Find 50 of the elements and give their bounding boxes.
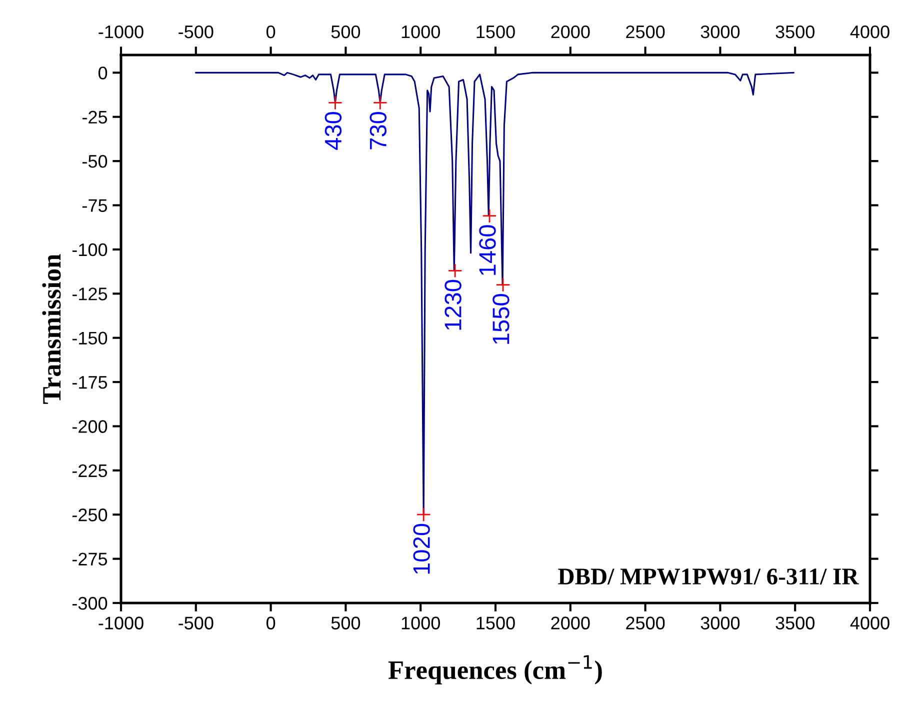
x-tick-label: 2000 xyxy=(551,616,590,630)
y-tick-label: -25 xyxy=(82,110,108,124)
x2-tick-label: 1500 xyxy=(476,25,515,38)
x2-tick-label: -1000 xyxy=(98,25,144,38)
x-tick-label: 3000 xyxy=(700,616,740,630)
y-tick-label: -225 xyxy=(72,464,108,478)
point xyxy=(482,208,497,224)
annotation: 430 xyxy=(324,112,342,150)
annotation: 1550 xyxy=(492,294,510,344)
x-tick-label: 4000 xyxy=(850,616,890,630)
y-tick-label: -175 xyxy=(72,376,108,389)
point xyxy=(448,263,462,278)
y-tick-label: -100 xyxy=(72,243,108,256)
x-tick-label: 1000 xyxy=(402,616,440,630)
x2-tick-label: 3500 xyxy=(776,25,814,38)
annotation: DBD/ MPW1PW91/ 6-311/ IR xyxy=(558,568,859,585)
annotation: 1020 xyxy=(413,524,430,574)
y-tick-label: -300 xyxy=(72,596,108,610)
x2-tick-label: 3000 xyxy=(700,25,740,38)
x-axis-title: Frequences (cm$^{−1}$) xyxy=(388,655,602,684)
x-tick-label: -1000 xyxy=(98,616,144,630)
y-tick-label: -200 xyxy=(72,420,108,433)
y-tick-label: -50 xyxy=(82,155,108,168)
x2-tick-label: 0 xyxy=(266,25,276,38)
x2-tick-label: 1000 xyxy=(402,25,440,38)
x-tick-label: 3500 xyxy=(776,616,814,630)
x-tick-label: 1500 xyxy=(476,616,515,630)
x-tick-label: 2500 xyxy=(626,616,665,630)
x-tick-label: -500 xyxy=(178,616,214,630)
point xyxy=(328,95,342,110)
annotation: 1460 xyxy=(479,225,496,275)
point xyxy=(416,507,431,522)
y-axis-title: Transmission xyxy=(42,254,61,404)
y-tick-label: -75 xyxy=(82,199,108,212)
y-tick-label: -250 xyxy=(72,508,108,522)
x-tick-label: 0 xyxy=(266,616,276,630)
y-tick-label: -150 xyxy=(72,332,108,345)
annotation: 1230 xyxy=(444,280,462,330)
y-tick-label: -275 xyxy=(72,552,108,566)
y-tick-label: -125 xyxy=(72,288,108,300)
x-tick-label: 500 xyxy=(331,616,360,630)
x2-tick-label: 500 xyxy=(331,25,360,38)
point xyxy=(372,95,388,110)
x2-tick-label: 2000 xyxy=(551,25,590,38)
annotation: 730 xyxy=(370,112,386,150)
point xyxy=(496,278,510,292)
x2-tick-label: 4000 xyxy=(850,25,890,38)
x2-tick-label: -500 xyxy=(178,25,214,38)
x2-tick-label: 2500 xyxy=(626,25,665,38)
y-tick-label: 0 xyxy=(98,66,108,80)
